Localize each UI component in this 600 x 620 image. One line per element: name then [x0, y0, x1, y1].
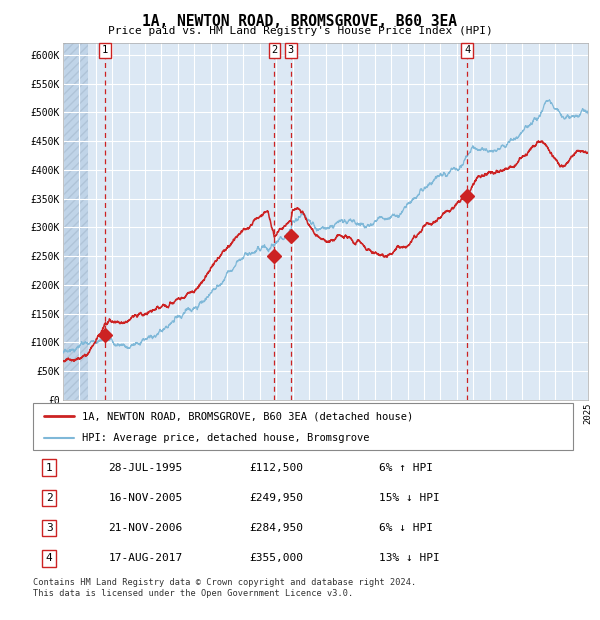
Text: Contains HM Land Registry data © Crown copyright and database right 2024.: Contains HM Land Registry data © Crown c…: [33, 578, 416, 587]
Text: 2: 2: [271, 45, 277, 55]
Text: 2: 2: [46, 493, 53, 503]
Text: 28-JUL-1995: 28-JUL-1995: [109, 463, 183, 472]
Text: 16-NOV-2005: 16-NOV-2005: [109, 493, 183, 503]
Text: 17-AUG-2017: 17-AUG-2017: [109, 554, 183, 564]
Text: 3: 3: [288, 45, 294, 55]
Text: 21-NOV-2006: 21-NOV-2006: [109, 523, 183, 533]
Text: £355,000: £355,000: [249, 554, 303, 564]
Text: 4: 4: [464, 45, 470, 55]
Text: 15% ↓ HPI: 15% ↓ HPI: [379, 493, 439, 503]
Text: This data is licensed under the Open Government Licence v3.0.: This data is licensed under the Open Gov…: [33, 589, 353, 598]
Text: £284,950: £284,950: [249, 523, 303, 533]
Text: 6% ↓ HPI: 6% ↓ HPI: [379, 523, 433, 533]
Text: 13% ↓ HPI: 13% ↓ HPI: [379, 554, 439, 564]
FancyBboxPatch shape: [33, 403, 573, 450]
Text: 1A, NEWTON ROAD, BROMSGROVE, B60 3EA (detached house): 1A, NEWTON ROAD, BROMSGROVE, B60 3EA (de…: [82, 411, 413, 421]
Text: 1: 1: [46, 463, 53, 472]
Bar: [63, 43, 88, 400]
Text: 1A, NEWTON ROAD, BROMSGROVE, B60 3EA: 1A, NEWTON ROAD, BROMSGROVE, B60 3EA: [143, 14, 458, 29]
Text: 1: 1: [102, 45, 108, 55]
Text: Price paid vs. HM Land Registry's House Price Index (HPI): Price paid vs. HM Land Registry's House …: [107, 26, 493, 36]
Text: 3: 3: [46, 523, 53, 533]
Text: HPI: Average price, detached house, Bromsgrove: HPI: Average price, detached house, Brom…: [82, 433, 369, 443]
Text: £249,950: £249,950: [249, 493, 303, 503]
Text: 6% ↑ HPI: 6% ↑ HPI: [379, 463, 433, 472]
Text: 4: 4: [46, 554, 53, 564]
Text: £112,500: £112,500: [249, 463, 303, 472]
